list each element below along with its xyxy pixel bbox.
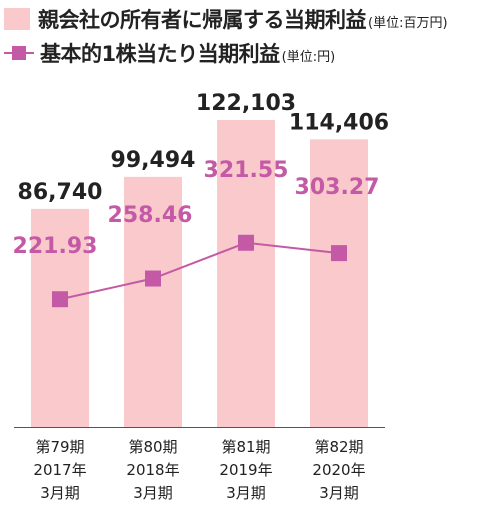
legend-bar: 親会社の所有者に帰属する当期利益 (単位:百万円) xyxy=(4,4,448,34)
line-value-label: 321.55 xyxy=(204,158,289,183)
legend-bar-swatch xyxy=(4,8,30,30)
line-value-label: 221.93 xyxy=(13,234,98,259)
legend-line-label: 基本的1株当たり当期利益 xyxy=(40,42,280,66)
x-tick-label: 2018年 xyxy=(126,461,179,479)
x-tick-label: 3月期 xyxy=(226,484,266,502)
x-tick-label: 第80期 xyxy=(128,438,177,456)
legend-line-swatch xyxy=(4,42,34,64)
line-marker-4 xyxy=(331,245,347,262)
bar-4 xyxy=(310,139,368,427)
x-tick-label: 第79期 xyxy=(35,438,84,456)
bar-1 xyxy=(31,208,89,427)
x-tick-label: 3月期 xyxy=(40,484,80,502)
bar-value-label: 99,494 xyxy=(111,148,196,173)
legend-line: 基本的1株当たり当期利益 (単位:円) xyxy=(4,38,335,68)
bar-value-label: 122,103 xyxy=(196,91,296,116)
x-tick-label: 2017年 xyxy=(33,461,86,479)
x-tick-label: 2020年 xyxy=(312,461,365,479)
x-tick-label: 3月期 xyxy=(133,484,173,502)
x-tick-label: 第82期 xyxy=(314,438,363,456)
x-tick-label: 第81期 xyxy=(221,438,270,456)
bar-value-label: 86,740 xyxy=(18,180,103,205)
line-marker-2 xyxy=(145,270,161,287)
line-marker-3 xyxy=(238,234,254,251)
legend-bar-unit: (単位:百万円) xyxy=(368,16,448,31)
bar-value-label: 114,406 xyxy=(289,110,389,135)
x-tick-label: 3月期 xyxy=(319,484,359,502)
x-tick-label: 2019年 xyxy=(219,461,272,479)
line-value-label: 303.27 xyxy=(295,175,380,200)
bar-3 xyxy=(217,120,275,427)
line-marker-1 xyxy=(52,291,68,308)
legend-line-unit: (単位:円) xyxy=(281,50,336,65)
bar-2 xyxy=(124,176,182,427)
line-value-label: 258.46 xyxy=(108,203,193,228)
legend-bar-label: 親会社の所有者に帰属する当期利益 xyxy=(38,8,367,32)
line-series-path xyxy=(59,241,340,301)
